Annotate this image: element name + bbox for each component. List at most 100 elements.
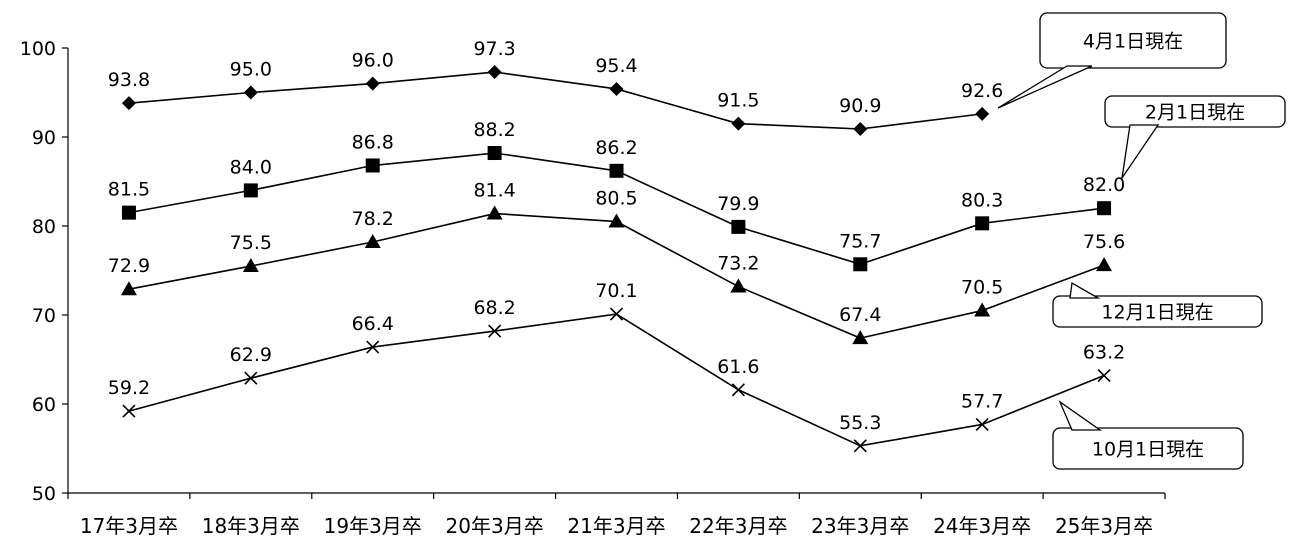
data-label: 68.2 [473, 297, 515, 319]
callout-label: 10月1日現在 [1092, 439, 1204, 461]
data-label: 86.2 [595, 137, 637, 159]
callout-box [1039, 12, 1227, 69]
data-label: 80.5 [595, 188, 637, 210]
cross-marker [488, 324, 502, 338]
axes: 50 60 70 80 90 100 17年3月卒 18年3月卒 19年3月卒 20年3月卒 21年… [20, 38, 1166, 538]
square-marker [121, 205, 136, 220]
diamond-marker [731, 116, 746, 131]
data-label: 90.9 [839, 95, 881, 117]
data-label: 75.6 [1083, 231, 1125, 253]
data-label: 95.0 [230, 59, 272, 81]
series-square: 81.5 84.0 86.8 88.2 86.2 79.9 75.7 80.3 82.0 [108, 119, 1125, 272]
data-label: 75.7 [839, 230, 881, 252]
data-label: 67.4 [839, 304, 881, 326]
square-marker [731, 219, 746, 234]
data-label: 88.2 [473, 119, 515, 141]
data-label: 55.3 [839, 412, 881, 434]
triangle-marker [608, 213, 625, 228]
triangle-marker [974, 302, 991, 317]
x-category-label: 25年3月卒 [1055, 514, 1153, 538]
cross-marker [853, 439, 867, 453]
triangle-marker [120, 281, 137, 296]
cross-marker [609, 307, 624, 321]
callout-pointer [997, 65, 1093, 109]
data-label: 73.2 [717, 253, 759, 275]
data-label: 95.4 [595, 55, 637, 77]
diamond-marker [121, 96, 136, 111]
legend-callout: 12月1日現在 [1052, 281, 1263, 328]
callout-pointer [1121, 124, 1160, 179]
diamond-marker [243, 85, 258, 100]
x-category-label: 21年3月卒 [567, 514, 665, 538]
data-label: 82.0 [1083, 174, 1125, 196]
series-line [128, 71, 983, 130]
data-label: 61.6 [717, 356, 759, 378]
triangle-marker [730, 278, 747, 293]
triangle-marker [242, 258, 259, 273]
cross-marker [975, 417, 989, 432]
data-label: 78.2 [352, 208, 394, 230]
data-label: 81.5 [108, 179, 150, 201]
data-label: 97.3 [473, 38, 515, 60]
series-diamond: 93.8 95.0 96.0 97.3 95.4 91.5 90.9 92.6 [108, 38, 1003, 136]
diamond-marker [853, 121, 868, 136]
data-label: 66.4 [352, 313, 394, 335]
x-category-label: 24年3月卒 [933, 514, 1031, 538]
callout-box [1104, 95, 1286, 128]
y-tick-label: 70 [32, 305, 56, 327]
x-category-label: 20年3月卒 [446, 514, 544, 538]
x-category-label: 23年3月卒 [811, 514, 909, 538]
square-marker [853, 257, 868, 272]
data-label: 70.1 [595, 280, 637, 302]
square-marker [243, 183, 258, 198]
y-tick-label: 50 [32, 483, 56, 505]
data-label: 63.2 [1083, 342, 1125, 364]
legend-callout: 4月1日現在 [997, 12, 1227, 109]
diamond-marker [487, 65, 502, 80]
cross-marker [1097, 368, 1111, 383]
y-tick-label: 80 [32, 216, 56, 238]
data-label: 84.0 [230, 156, 272, 178]
cross-marker [366, 340, 380, 354]
cross-marker [244, 371, 258, 385]
callout-pointer [1058, 400, 1103, 431]
diamond-marker [365, 76, 380, 91]
series-cross: 59.2 62.9 66.4 68.2 70.1 61.6 55.3 57.7 63.2 [108, 280, 1125, 453]
legend-callout: 2月1日現在 [1104, 95, 1286, 179]
data-label: 86.8 [352, 131, 394, 153]
data-label: 70.5 [961, 277, 1003, 299]
callout-label: 12月1日現在 [1101, 302, 1213, 324]
square-marker [975, 216, 990, 231]
legend-callout: 10月1日現在 [1052, 400, 1244, 470]
callouts: 4月1日現在 2月1日現在 12月1日現在 10月1日現在 [997, 12, 1286, 470]
data-label: 62.9 [230, 344, 272, 366]
callout-box [1052, 295, 1263, 328]
x-category-label: 19年3月卒 [324, 514, 422, 538]
square-marker [487, 146, 502, 161]
triangle-marker [486, 205, 503, 220]
y-tick-label: 100 [20, 38, 56, 60]
data-label: 81.4 [473, 180, 515, 202]
triangle-marker [1096, 257, 1113, 272]
triangle-marker [852, 330, 869, 345]
data-label: 80.3 [961, 189, 1003, 211]
triangle-marker [364, 234, 381, 249]
data-label: 92.6 [961, 80, 1003, 102]
square-marker [1097, 201, 1112, 216]
cross-marker [122, 404, 136, 418]
x-category-label: 22年3月卒 [689, 514, 787, 538]
data-label: 93.8 [108, 69, 150, 91]
y-tick-label: 60 [32, 394, 56, 416]
x-category-label: 18年3月卒 [202, 514, 300, 538]
series-line [128, 313, 1105, 447]
data-label: 57.7 [961, 390, 1003, 412]
square-marker [609, 163, 624, 178]
data-label: 72.9 [108, 255, 150, 277]
diamond-marker [975, 106, 990, 121]
series-layer: 93.8 95.0 96.0 97.3 95.4 91.5 90.9 92.6 81.5 84.0… [108, 38, 1125, 453]
diamond-marker [609, 81, 624, 96]
data-label: 75.5 [230, 232, 272, 254]
callout-box [1052, 427, 1244, 470]
y-tick-label: 90 [32, 127, 56, 149]
